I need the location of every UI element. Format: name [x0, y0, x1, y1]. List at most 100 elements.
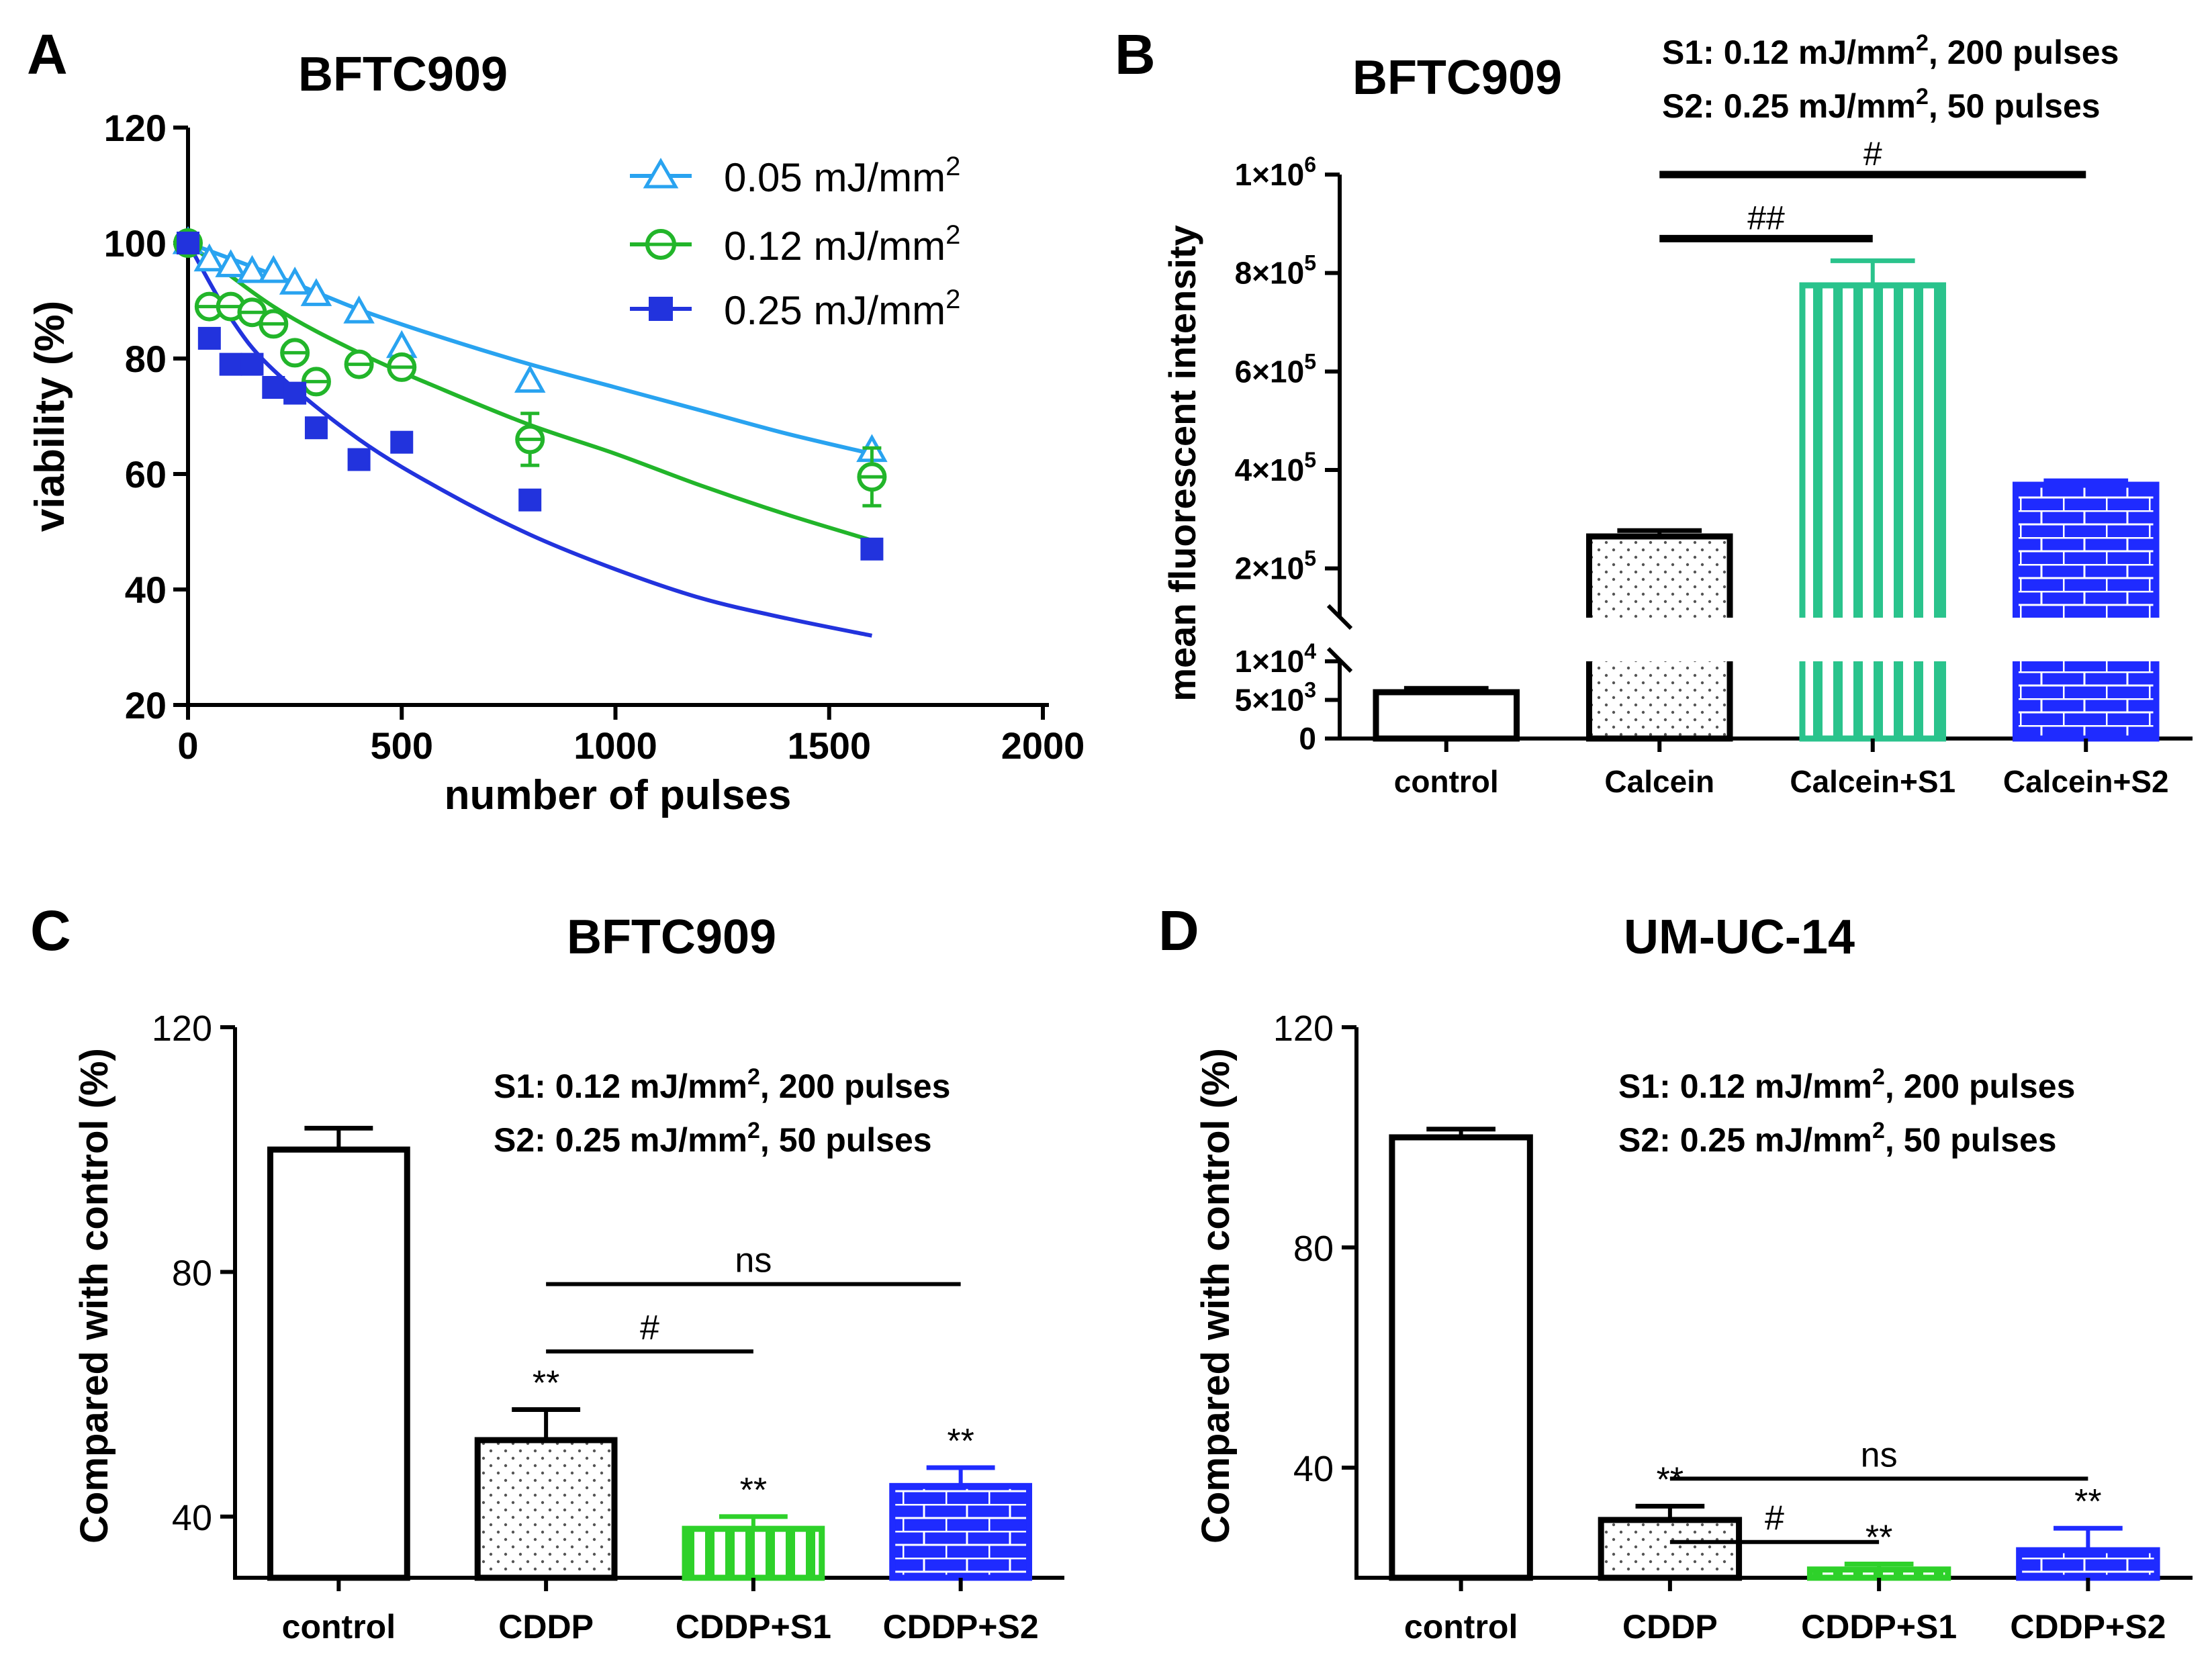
data-point-series-2 [304, 416, 328, 440]
svg-text:S2: 0.25 mJ/mm2, 50 pulses: S2: 0.25 mJ/mm2, 50 pulses [494, 1118, 932, 1159]
data-point-series-0 [300, 278, 332, 306]
svg-text:0.05 mJ/mm2: 0.05 mJ/mm2 [724, 152, 960, 200]
bar-cddp: ** [1598, 1460, 1743, 1581]
note-c-s1-sup: 2 [747, 1064, 760, 1090]
bar-cddp: ** [474, 1364, 618, 1581]
legend-sup-025: 2 [946, 285, 960, 314]
bar-rect [889, 1482, 1033, 1581]
data-point-series-0 [236, 254, 268, 283]
significance-label: ** [533, 1364, 559, 1403]
y-tick-exponent: 5 [1304, 251, 1316, 275]
comparison-bracket: ns [1669, 1435, 2088, 1481]
chart-title-c: BFTC909 [567, 910, 776, 964]
data-point-series-2 [283, 381, 307, 405]
data-point-series-2 [219, 352, 242, 376]
y-tick-exponent: 5 [1304, 448, 1316, 472]
chart-title-d: UM-UC-14 [1624, 910, 1855, 964]
data-point-series-2 [262, 376, 285, 399]
data-point-series-2 [177, 232, 199, 254]
significance-label: ** [2074, 1482, 2101, 1521]
y-tick-mantissa: 2×10 [1235, 551, 1305, 586]
significance-label: ** [1865, 1519, 1892, 1558]
y-axis-label-d: Compared with control (%) [1194, 1048, 1238, 1544]
note-d-s1-rest: , 200 pulses [1885, 1068, 2076, 1105]
y-tick-mantissa: 5×10 [1235, 683, 1305, 718]
data-point-series-2 [240, 352, 264, 376]
bracket-label: ## [1747, 199, 1785, 236]
legend-label-005: 0.05 mJ/mm [724, 155, 946, 200]
x-tick-label-a: 0 [177, 724, 198, 767]
bracket-label: # [1863, 135, 1882, 173]
bracket-label: # [1765, 1499, 1784, 1538]
significance-label: ** [947, 1422, 974, 1461]
data-point-series-1 [280, 338, 310, 368]
x-tick-label-a: 2000 [1001, 724, 1085, 767]
bar-control [1373, 685, 1520, 742]
note-c-s2-sup: 2 [747, 1118, 760, 1143]
data-point-series-2 [347, 448, 371, 471]
legend-sup-005: 2 [946, 152, 960, 181]
svg-text:S1: 0.12 mJ/mm2, 200 pulses: S1: 0.12 mJ/mm2, 200 pulses [494, 1064, 950, 1105]
y-axis-label-a: viability (%) [27, 301, 73, 532]
x-axis-label-a: number of pulses [445, 772, 792, 818]
svg-text:0.12 mJ/mm2: 0.12 mJ/mm2 [724, 220, 960, 269]
note-d-s2: S2: 0.25 mJ/mm [1618, 1121, 1872, 1159]
note-b-s2: S2: 0.25 mJ/mm [1662, 87, 1916, 125]
legend-a: 0.05 mJ/mm2 0.12 mJ/mm2 0.25 mJ/mm2 [630, 152, 960, 333]
panel-c-chart: BFTC909 S1: 0.12 mJ/mm2, 200 pulses S2: … [73, 910, 1064, 1646]
y-tick-label-a: 20 [125, 684, 167, 726]
bar-rect [682, 1525, 825, 1581]
y-tick-label-a: 40 [125, 569, 167, 611]
y-tick-mantissa: 0 [1299, 721, 1316, 756]
y-tick-label-a: 60 [125, 453, 167, 495]
svg-text:S2: 0.25 mJ/mm2, 50 pulses: S2: 0.25 mJ/mm2, 50 pulses [1618, 1118, 2057, 1159]
data-point-series-1 [301, 367, 331, 397]
legend-item-012: 0.12 mJ/mm2 [630, 220, 960, 269]
category-label: control [1404, 1608, 1518, 1646]
y-tick-exponent: 5 [1304, 349, 1316, 373]
bar-control [1389, 1127, 1533, 1581]
category-label: Calcein [1604, 764, 1714, 799]
bar-rect [474, 1437, 618, 1581]
y-tick-label-a: 120 [104, 107, 167, 149]
category-label: CDDP+S1 [1801, 1608, 1957, 1646]
x-tick-label-a: 500 [371, 724, 433, 767]
y-tick-mantissa: 1×10 [1235, 157, 1305, 192]
y-tick-label-c: 80 [172, 1253, 212, 1293]
legend-item-005: 0.05 mJ/mm2 [630, 152, 960, 200]
fit-curve-series-2 [186, 242, 872, 638]
y-tick-label-c: 120 [152, 1008, 212, 1049]
comparison-bracket: ## [1659, 199, 1873, 242]
legend-label-012: 0.12 mJ/mm [724, 224, 946, 269]
bar-cddp-s2: ** [889, 1422, 1033, 1581]
data-point-series-0 [279, 267, 311, 295]
bracket-label: ns [1861, 1435, 1898, 1474]
x-tick-label-a: 1000 [573, 724, 657, 767]
note-d-s2-rest: , 50 pulses [1885, 1121, 2057, 1159]
note-b-s1: S1: 0.12 mJ/mm [1662, 34, 1916, 71]
panel-letter-b: B [1115, 23, 1156, 86]
comparison-bracket: # [1669, 1499, 1880, 1544]
y-tick-mantissa: 4×10 [1235, 453, 1305, 487]
data-point-series-0 [343, 295, 375, 324]
y-tick-label-a: 80 [125, 338, 167, 380]
y-tick-label-a: 100 [104, 222, 167, 265]
y-axis-label-b: mean fluorescent intensity [1161, 225, 1203, 702]
bar-rect-lower [2015, 661, 2157, 739]
y-tick-mantissa: 1×10 [1235, 644, 1305, 679]
data-point-series-0 [193, 243, 226, 272]
y-tick-mantissa: 8×10 [1235, 256, 1305, 291]
bar-rect-upper [1589, 536, 1731, 618]
bar-calcein [1585, 528, 1733, 742]
y-tick-exponent: 4 [1304, 639, 1316, 663]
y-tick-label-b: 6×105 [1235, 349, 1316, 389]
data-point-series-1 [259, 309, 289, 339]
category-label: CDDP [1622, 1608, 1718, 1646]
y-tick-exponent: 5 [1304, 547, 1316, 571]
panel-letter-c: C [30, 899, 71, 962]
bar-rect [1373, 689, 1520, 742]
category-label: control [282, 1608, 396, 1646]
note-c-s1: S1: 0.12 mJ/mm [494, 1068, 747, 1105]
data-point-series-1 [515, 424, 545, 455]
svg-text:S1: 0.12 mJ/mm2, 200 pulses: S1: 0.12 mJ/mm2, 200 pulses [1662, 30, 2119, 71]
